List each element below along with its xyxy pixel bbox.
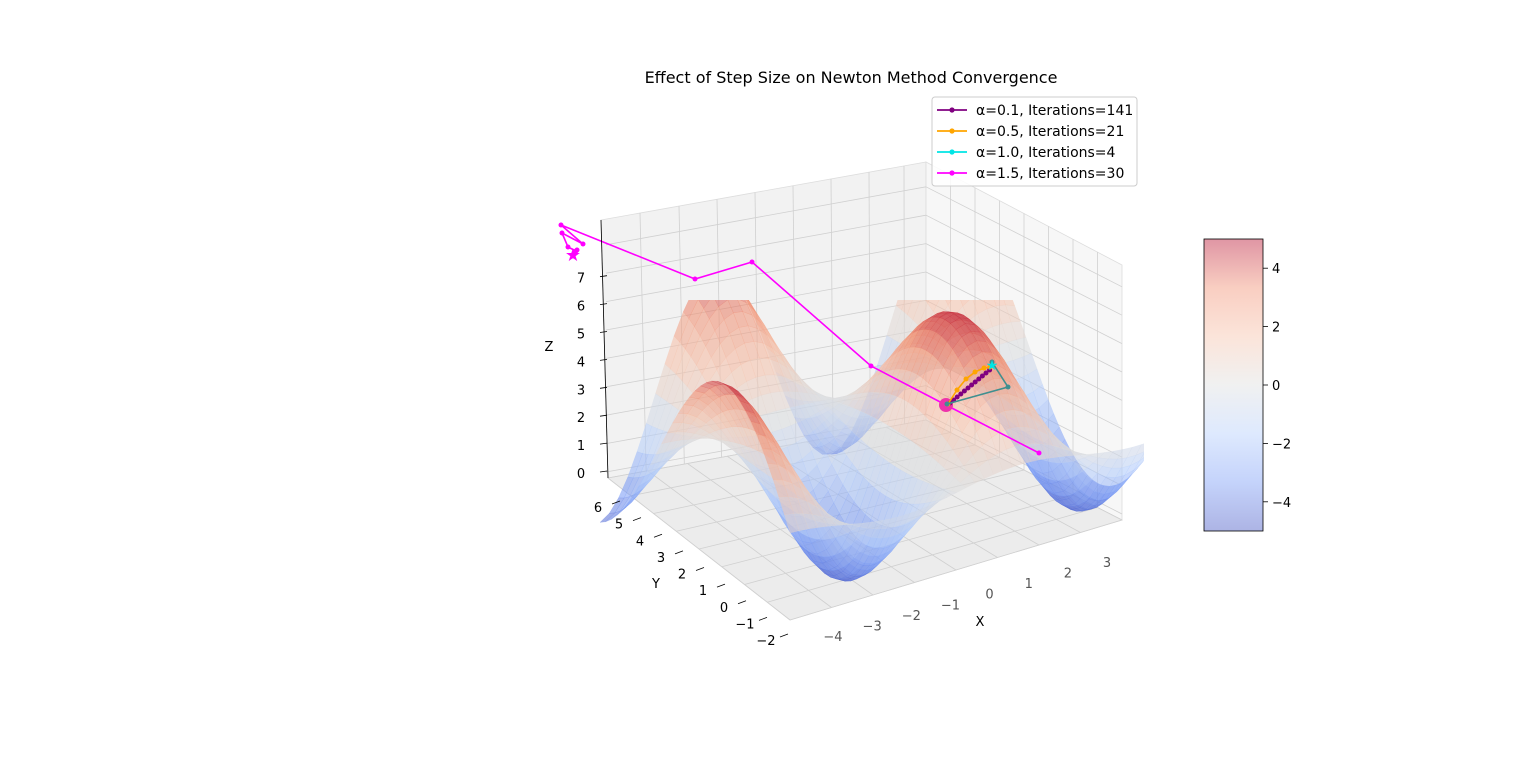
series-alpha-1-5-end-marker: ★ xyxy=(565,245,581,266)
x-tick-label: 0 xyxy=(985,588,993,603)
chart-title: Effect of Step Size on Newton Method Con… xyxy=(645,68,1058,87)
z-tick-mark xyxy=(600,471,607,472)
x-tick-label: −1 xyxy=(941,598,960,613)
series-alpha-1-5-path-marker xyxy=(559,223,564,228)
legend-label: α=1.0, Iterations=4 xyxy=(976,145,1116,161)
y-tick-mark xyxy=(780,634,788,637)
x-axis-label: X xyxy=(976,615,985,630)
series-alpha-1-5-path-marker xyxy=(581,242,586,247)
z-tick-label: 0 xyxy=(577,467,585,482)
colorbar-tick-label: −4 xyxy=(1272,496,1291,511)
legend-marker xyxy=(949,149,954,154)
series-alpha-1-5-path-marker xyxy=(1037,451,1042,456)
z-tick-label: 1 xyxy=(577,439,585,454)
y-tick-label: 4 xyxy=(636,534,644,549)
y-tick-mark xyxy=(675,551,683,554)
colorbar-tick-label: 0 xyxy=(1272,379,1280,394)
z-tick-label: 3 xyxy=(577,383,585,398)
series-alpha-1-0-path-marker xyxy=(1006,385,1011,390)
y-tick-mark xyxy=(696,568,704,571)
x-tick-label: −2 xyxy=(902,609,921,624)
z-tick-label: 6 xyxy=(577,300,585,315)
series-alpha-0-5-path-marker xyxy=(973,370,978,375)
legend: α=0.1, Iterations=141 α=0.5, Iterations=2… xyxy=(932,97,1137,186)
legend-marker xyxy=(949,107,954,112)
x-tick-label: −3 xyxy=(863,619,882,634)
surface-patch xyxy=(1145,438,1160,452)
y-tick-mark xyxy=(759,617,767,620)
y-tick-mark xyxy=(717,584,725,587)
z-axis-label: Z xyxy=(545,340,554,355)
colorbar-fill xyxy=(1204,239,1263,531)
z-tick-label: 7 xyxy=(577,272,585,287)
colorbar-tick-label: 4 xyxy=(1272,262,1280,277)
x-tick-label: 1 xyxy=(1025,577,1033,592)
z-tick-label: 5 xyxy=(577,328,585,343)
series-alpha-1-0-end-marker: ★ xyxy=(986,358,999,374)
series-alpha-0-5-path-marker xyxy=(964,377,969,382)
series-alpha-1-0-path-marker xyxy=(945,402,950,407)
y-tick-mark xyxy=(633,518,641,521)
legend-label: α=0.1, Iterations=141 xyxy=(976,103,1133,119)
y-tick-mark xyxy=(738,601,746,604)
series-alpha-1-5-path-marker xyxy=(560,231,565,236)
x-tick-label: 3 xyxy=(1103,556,1111,571)
y-tick-label: 3 xyxy=(657,551,665,566)
y-tick-label: 1 xyxy=(699,584,707,599)
z-tick-label: 4 xyxy=(577,355,585,370)
x-tick-label: −4 xyxy=(823,630,842,645)
colorbar-tick-label: 2 xyxy=(1272,321,1280,336)
y-tick-label: 2 xyxy=(678,568,686,583)
series-alpha-0-5-path-marker xyxy=(955,388,960,393)
legend-marker xyxy=(949,128,954,133)
y-tick-mark xyxy=(654,534,662,537)
legend-label: α=1.5, Iterations=30 xyxy=(976,166,1124,182)
legend-label: α=0.5, Iterations=21 xyxy=(976,124,1124,140)
y-tick-label: 6 xyxy=(594,501,602,516)
legend-marker xyxy=(949,170,954,175)
y-axis-label: Y xyxy=(651,577,660,592)
series-alpha-1-5-path-marker xyxy=(869,364,874,369)
colorbar-tick-label: −2 xyxy=(1272,437,1291,452)
y-tick-label: −1 xyxy=(735,617,754,632)
x-tick-label: 2 xyxy=(1064,567,1072,582)
colorbar: 4 2 0 −2 −4 xyxy=(1204,239,1291,531)
series-alpha-1-5-path-marker xyxy=(750,260,755,265)
series-alpha-1-5-path-marker xyxy=(693,277,698,282)
y-tick-label: 5 xyxy=(615,518,623,533)
z-tick-mark xyxy=(600,443,607,444)
y-tick-label: 0 xyxy=(720,601,728,616)
y-tick-label: −2 xyxy=(756,634,775,649)
z-tick-label: 2 xyxy=(577,411,585,426)
